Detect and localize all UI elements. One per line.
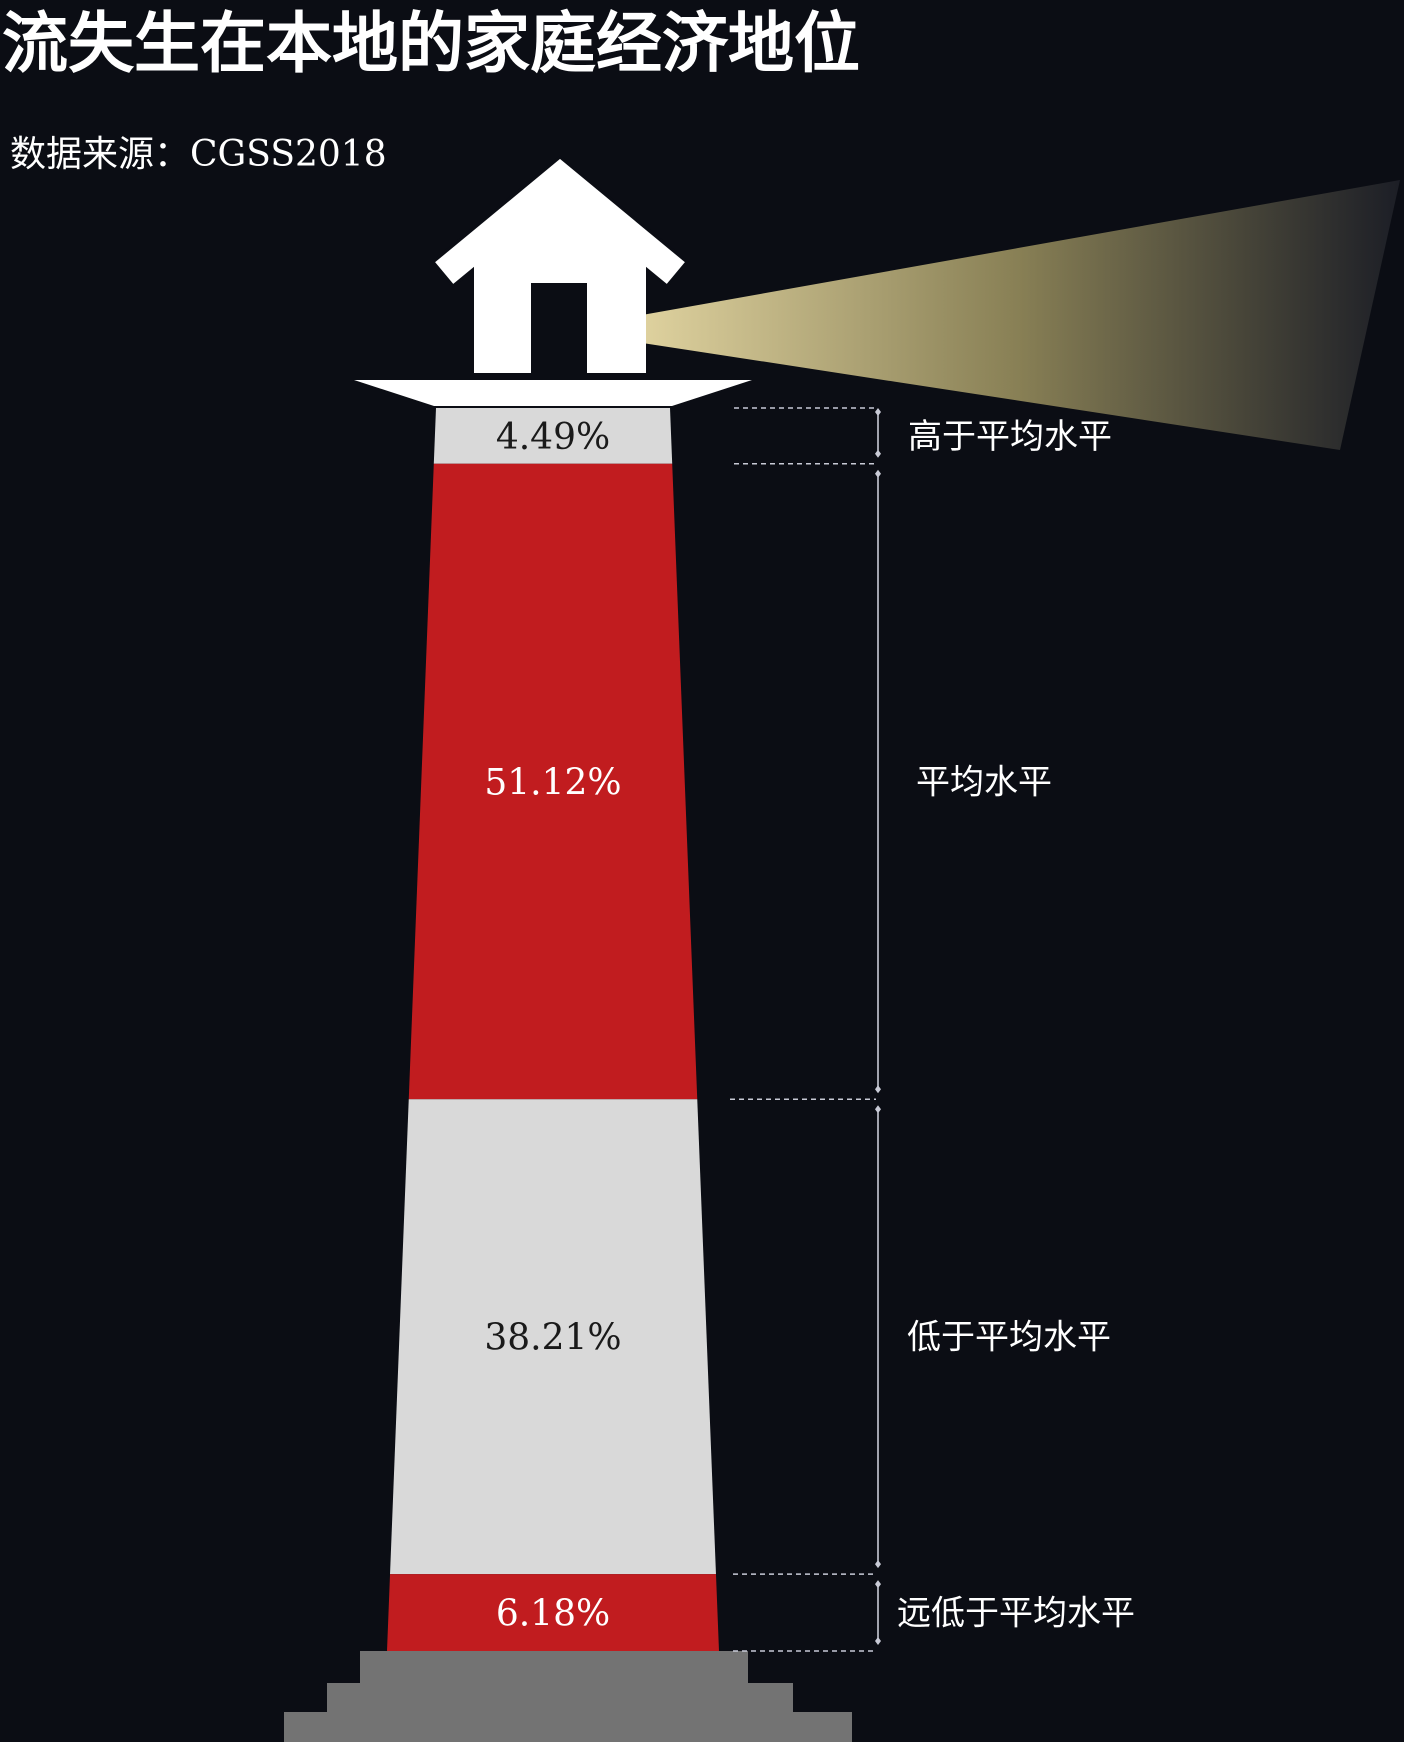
bracket-end-marker bbox=[875, 1637, 881, 1645]
house-icon bbox=[430, 155, 690, 373]
tower-base bbox=[284, 1651, 852, 1742]
category-label: 低于平均水平 bbox=[907, 1318, 1111, 1358]
tower-segment bbox=[433, 408, 673, 464]
bracket-end-marker bbox=[875, 449, 881, 458]
segment-value-label: 6.18% bbox=[496, 1594, 610, 1635]
bracket-end-marker bbox=[875, 1085, 881, 1094]
light-beam bbox=[558, 180, 1400, 450]
category-label: 远低于平均水平 bbox=[897, 1594, 1135, 1634]
bracket-end-marker bbox=[875, 1105, 881, 1114]
category-label: 高于平均水平 bbox=[908, 417, 1112, 457]
tower-segment bbox=[390, 1099, 716, 1575]
tower-segments: 4.49% 51.12% 38.21% 6.18% bbox=[387, 408, 719, 1651]
segment-value-label: 51.12% bbox=[484, 763, 621, 804]
segment-value-label: 38.21% bbox=[484, 1318, 621, 1359]
bracket-end-marker bbox=[875, 469, 881, 478]
chart-source: 数据来源：CGSS2018 bbox=[10, 134, 387, 175]
category-label: 平均水平 bbox=[916, 763, 1052, 803]
bracket-end-marker bbox=[875, 1560, 881, 1569]
bracket-end-marker bbox=[875, 1580, 881, 1589]
tower-segment bbox=[408, 463, 698, 1100]
gallery-platform bbox=[354, 380, 752, 406]
bracket-end-marker bbox=[875, 408, 881, 416]
segment-value-label: 4.49% bbox=[496, 417, 610, 458]
tower-segment bbox=[387, 1574, 719, 1651]
chart-title: 流失生在本地的家庭经济地位 bbox=[2, 5, 860, 82]
